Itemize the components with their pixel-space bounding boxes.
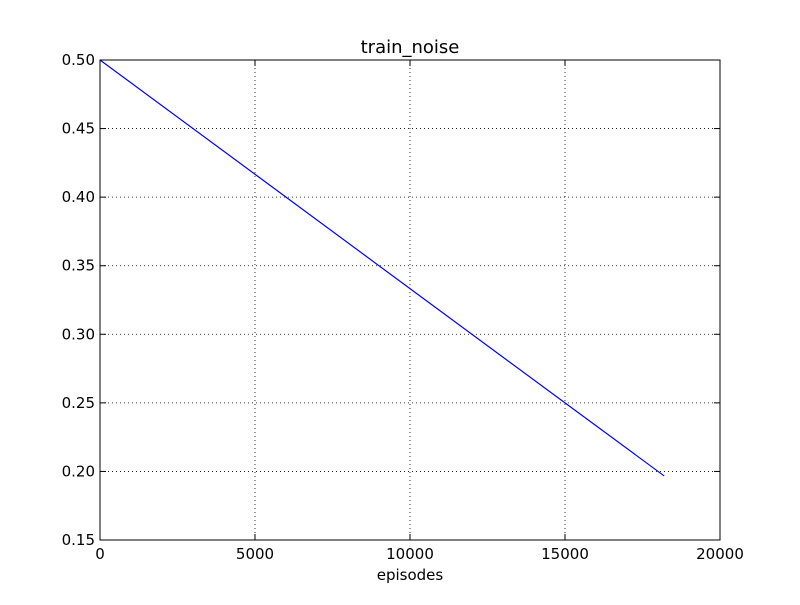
y-tick-label: 0.20 (62, 462, 95, 480)
y-tick-label: 0.50 (62, 51, 95, 69)
y-tick-label: 0.25 (62, 394, 95, 412)
y-tick-label: 0.15 (62, 531, 95, 549)
y-tick-label: 0.30 (62, 325, 95, 343)
y-tick-label: 0.40 (62, 188, 95, 206)
x-tick-label: 0 (95, 545, 105, 563)
grid-layer (99, 59, 721, 541)
x-tick-label: 5000 (236, 545, 274, 563)
tick-layer: 0 5000 10000 15000 20000 0.15 0.20 0.25 0.30 0.35… (62, 51, 744, 563)
x-tick-label: 15000 (541, 545, 589, 563)
chart-title: train_noise (361, 37, 460, 58)
x-tick-label: 20000 (696, 545, 744, 563)
series-line (99, 59, 665, 477)
y-tick-label: 0.45 (62, 120, 95, 138)
x-tick-label: 10000 (386, 545, 434, 563)
y-tick-label: 0.35 (62, 257, 95, 275)
x-axis-title: episodes (377, 566, 444, 584)
series-layer (99, 59, 665, 477)
